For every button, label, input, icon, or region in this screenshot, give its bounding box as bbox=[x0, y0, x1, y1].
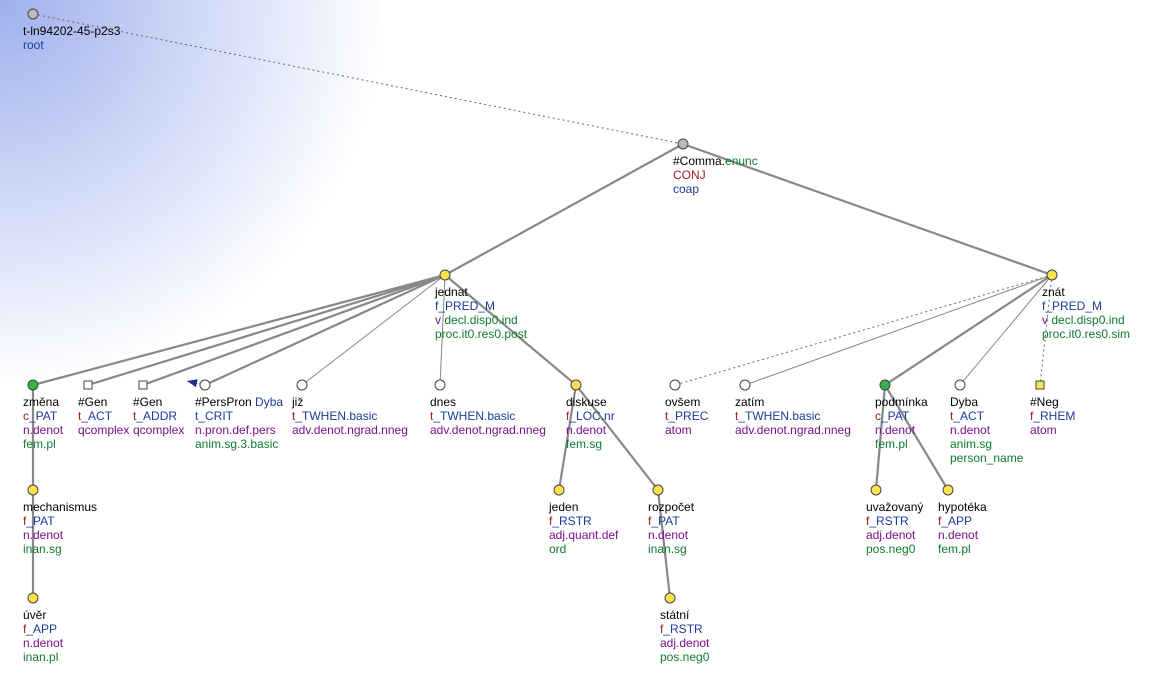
tree-node-dyba[interactable] bbox=[955, 380, 965, 390]
tree-edge bbox=[445, 144, 683, 275]
tree-edge bbox=[885, 275, 1052, 385]
tree-node-podminka[interactable] bbox=[880, 380, 890, 390]
tree-node-zmena[interactable] bbox=[28, 380, 38, 390]
tree-edge bbox=[675, 275, 1052, 385]
tree-node-statni[interactable] bbox=[665, 593, 675, 603]
tree-edge bbox=[440, 275, 445, 385]
tree-edge bbox=[658, 490, 670, 598]
tree-edge bbox=[445, 275, 576, 385]
tree-edge bbox=[88, 275, 445, 385]
tree-node-neg[interactable] bbox=[1036, 381, 1044, 389]
tree-node-gen1[interactable] bbox=[84, 381, 92, 389]
tree-node-diskuse[interactable] bbox=[571, 380, 581, 390]
tree-node-mechanismus[interactable] bbox=[28, 485, 38, 495]
tree-node-gen2[interactable] bbox=[139, 381, 147, 389]
tree-node-jednat[interactable] bbox=[440, 270, 450, 280]
tree-edge bbox=[1040, 275, 1052, 385]
tree-edge bbox=[33, 14, 683, 144]
tree-svg bbox=[0, 0, 1169, 700]
tree-node-jiz[interactable] bbox=[297, 380, 307, 390]
tree-edge bbox=[559, 385, 576, 490]
tree-node-hypoteka[interactable] bbox=[943, 485, 953, 495]
tree-node-znat[interactable] bbox=[1047, 270, 1057, 280]
tree-node-uvazovany[interactable] bbox=[871, 485, 881, 495]
tree-node-perspron[interactable] bbox=[200, 380, 210, 390]
tree-node-jeden[interactable] bbox=[554, 485, 564, 495]
tree-edge bbox=[143, 275, 445, 385]
tree-node-comma[interactable] bbox=[678, 139, 688, 149]
tree-edge bbox=[885, 385, 948, 490]
tree-edge bbox=[576, 385, 658, 490]
tree-edge bbox=[876, 385, 885, 490]
tree-node-rozpocet[interactable] bbox=[653, 485, 663, 495]
tree-node-dnes[interactable] bbox=[435, 380, 445, 390]
tree-node-root[interactable] bbox=[28, 9, 38, 19]
tree-node-zatim[interactable] bbox=[740, 380, 750, 390]
coref-arrow-head bbox=[187, 379, 198, 387]
tree-node-uver[interactable] bbox=[28, 593, 38, 603]
tree-node-ovsem[interactable] bbox=[670, 380, 680, 390]
tree-edge bbox=[683, 144, 1052, 275]
